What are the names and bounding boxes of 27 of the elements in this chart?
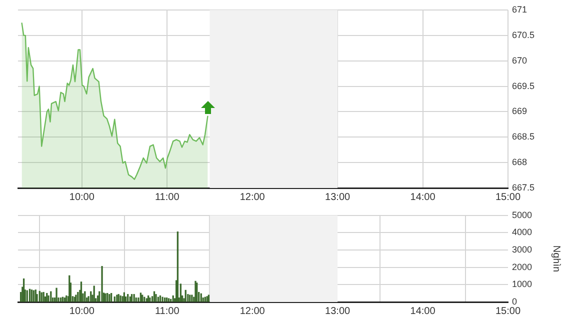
y-tick-label: 2000 [512,262,532,272]
y-tick-label: 668 [512,157,528,168]
x-tick-label: 14:00 [410,192,436,203]
x-tick-label: 12:00 [240,306,266,317]
x-tick-label: 12:00 [240,192,266,203]
y-tick-label: 671 [512,4,528,14]
y-tick-label: 4000 [512,227,532,238]
x-tick-label: 11:00 [154,192,180,203]
y-tick-label: 1000 [512,279,532,290]
y-tick-label: 669 [512,106,528,116]
x-tick-label: 14:00 [410,306,436,317]
y-tick-label: 5000 [512,210,532,220]
y-tick-label: 3000 [512,244,532,255]
y-tick-label: 0 [512,296,518,306]
x-tick-label: 13:00 [325,192,351,203]
y-tick-label: 668.5 [512,132,535,142]
x-tick-label: 10:00 [69,192,95,203]
y-tick-label: 667.5 [512,182,535,192]
y-axis-title: Nghìn [550,245,562,272]
x-tick-label: 10:00 [69,306,95,317]
y-tick-label: 670 [512,55,528,66]
x-tick-label: 13:00 [325,306,351,317]
x-tick-label: 15:00 [495,306,521,317]
x-tick-label: 15:00 [495,192,521,203]
y-tick-label: 669.5 [512,80,535,91]
x-tick-label: 11:00 [154,306,180,317]
y-tick-label: 670.5 [512,30,535,40]
